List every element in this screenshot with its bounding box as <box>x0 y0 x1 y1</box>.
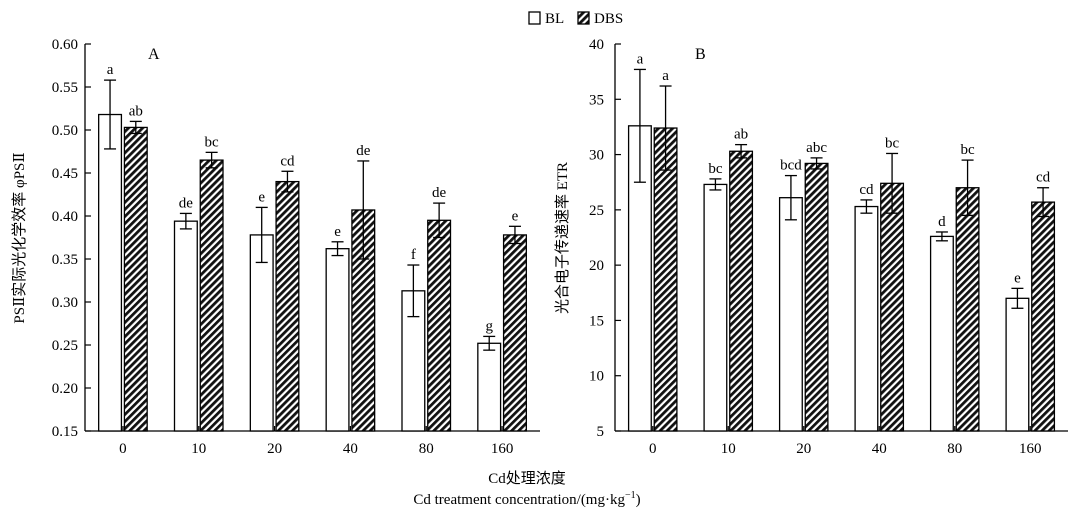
panel-a-bar-bl <box>249 234 274 432</box>
panel-a-x-tick-label: 20 <box>267 441 282 457</box>
panel-a-bar-dbs <box>502 234 527 432</box>
panel-b-significance-letter: cd <box>1036 170 1051 186</box>
panel-a-x-tick-label: 0 <box>119 441 127 457</box>
panel-a-significance-letter: a <box>107 62 114 78</box>
xlabel-cn: Cd处理浓度 <box>488 470 566 487</box>
panel-a-significance-letter: de <box>432 185 447 201</box>
panel-b-y-tick-label: 25 <box>589 203 604 219</box>
panel-b-bar-bl <box>854 205 879 432</box>
panel-a-significance-letter: ab <box>129 103 143 119</box>
panel-b-x-tick-label: 80 <box>947 441 962 457</box>
xlabel-en: Cd treatment concentration/(mg·kg−1) <box>413 490 640 508</box>
panel-b-bar-dbs <box>729 150 754 432</box>
panel-a-x-tick-label: 10 <box>191 441 206 457</box>
panel-a-significance-letter: e <box>334 224 341 240</box>
panel-b: B 光合电子传递速率 ETR 5 10 15 20 25 30 35 40 0 a a 10 bc ab 2… <box>554 37 1068 457</box>
panel-b-bar-bl <box>1005 297 1030 432</box>
panel-a-bar-dbs <box>275 180 300 432</box>
panel-a-x-tick-label: 80 <box>419 441 434 457</box>
legend: BL DBS <box>528 11 623 27</box>
panel-b-bar-bl <box>703 183 728 432</box>
panel-b-y-tick-label: 5 <box>597 424 605 440</box>
panel-b-significance-letter: ab <box>734 127 748 143</box>
panel-a-bar-dbs <box>123 126 148 432</box>
panel-b-significance-letter: a <box>637 51 644 67</box>
panel-b-x-tick-label: 0 <box>649 441 657 457</box>
panel-a-bar-dbs <box>427 219 452 432</box>
panel-a-significance-letter: de <box>179 195 194 211</box>
panel-a-y-tick-label: 0.15 <box>52 424 78 440</box>
panel-b-y-tick-label: 10 <box>589 369 604 385</box>
panel-b-significance-letter: a <box>662 68 669 84</box>
panel-a-ylabel: PSⅡ实际光化学效率 φPSⅡ <box>11 152 28 323</box>
panel-a-y-tick-label: 0.30 <box>52 295 78 311</box>
legend-swatch-bl <box>528 11 541 25</box>
panel-a-y-tick-label: 0.50 <box>52 123 78 139</box>
xlabel-en-sup: −1 <box>625 490 636 501</box>
panel-b-bar-dbs <box>653 127 678 432</box>
panel-b-bar-dbs <box>880 182 905 432</box>
panel-b-label: B <box>695 46 706 63</box>
panel-b-x-tick-label: 10 <box>721 441 736 457</box>
panel-b-x-tick-label: 20 <box>796 441 811 457</box>
panel-a-significance-letter: cd <box>280 153 295 169</box>
panel-a-bar-dbs <box>199 159 224 432</box>
panel-a-y-tick-label: 0.25 <box>52 338 78 354</box>
panel-b-bar-bl <box>929 235 954 432</box>
xlabel-en-main: Cd treatment concentration/(mg·kg <box>413 492 625 508</box>
panel-a-significance-letter: g <box>485 318 493 334</box>
legend-swatch-dbs <box>577 11 590 25</box>
panel-a-significance-letter: bc <box>205 134 220 150</box>
legend-label-bl: BL <box>545 11 564 27</box>
panel-b-bar-dbs <box>955 187 980 432</box>
panel-a-bar-bl <box>325 248 350 432</box>
panel-b-significance-letter: bc <box>708 161 723 177</box>
panel-a-x-tick-label: 160 <box>491 441 514 457</box>
panel-a-y-tick-label: 0.45 <box>52 166 78 182</box>
panel-b-significance-letter: cd <box>859 182 874 198</box>
panel-b-bar-dbs <box>804 162 829 432</box>
panel-a-bar-bl <box>173 220 198 432</box>
panel-a-significance-letter: e <box>512 208 519 224</box>
legend-label-dbs: DBS <box>594 11 623 27</box>
panel-a-bar-bl <box>477 342 502 432</box>
panel-b-y-tick-label: 15 <box>589 313 604 329</box>
panel-a-bar-bl <box>98 113 123 432</box>
panel-a: A PSⅡ实际光化学效率 φPSⅡ 0.15 0.20 0.25 0.30 0.35 0.… <box>11 37 540 457</box>
xlabel-en-end: ) <box>636 492 641 508</box>
panel-a-significance-letter: de <box>356 143 371 159</box>
panel-a-significance-letter: f <box>411 247 416 263</box>
panel-a-y-tick-label: 0.60 <box>52 37 78 53</box>
panel-b-bar-dbs <box>1031 201 1056 432</box>
panel-b-y-tick-label: 30 <box>589 148 604 164</box>
panel-b-y-tick-label: 20 <box>589 258 604 274</box>
panel-a-y-tick-label: 0.40 <box>52 209 78 225</box>
panel-b-significance-letter: abc <box>806 140 827 156</box>
panel-b-significance-letter: e <box>1014 270 1021 286</box>
panel-b-x-tick-label: 40 <box>872 441 887 457</box>
panel-b-bar-bl <box>778 197 803 432</box>
panel-b-significance-letter: d <box>938 214 946 230</box>
panel-a-x-tick-label: 40 <box>343 441 358 457</box>
panel-b-ylabel: 光合电子传递速率 ETR <box>554 162 571 314</box>
panel-a-y-tick-label: 0.20 <box>52 381 78 397</box>
panel-b-significance-letter: bc <box>960 142 975 158</box>
panel-a-y-tick-label: 0.35 <box>52 252 78 268</box>
panel-a-y-tick-label: 0.55 <box>52 80 78 96</box>
panel-b-y-tick-label: 35 <box>589 92 604 108</box>
panel-b-significance-letter: bc <box>885 135 900 151</box>
panel-b-y-tick-label: 40 <box>589 37 604 53</box>
panel-b-significance-letter: bcd <box>780 158 802 174</box>
panel-a-significance-letter: e <box>258 189 265 205</box>
panel-a-label: A <box>148 46 160 63</box>
panel-b-x-tick-label: 160 <box>1019 441 1042 457</box>
